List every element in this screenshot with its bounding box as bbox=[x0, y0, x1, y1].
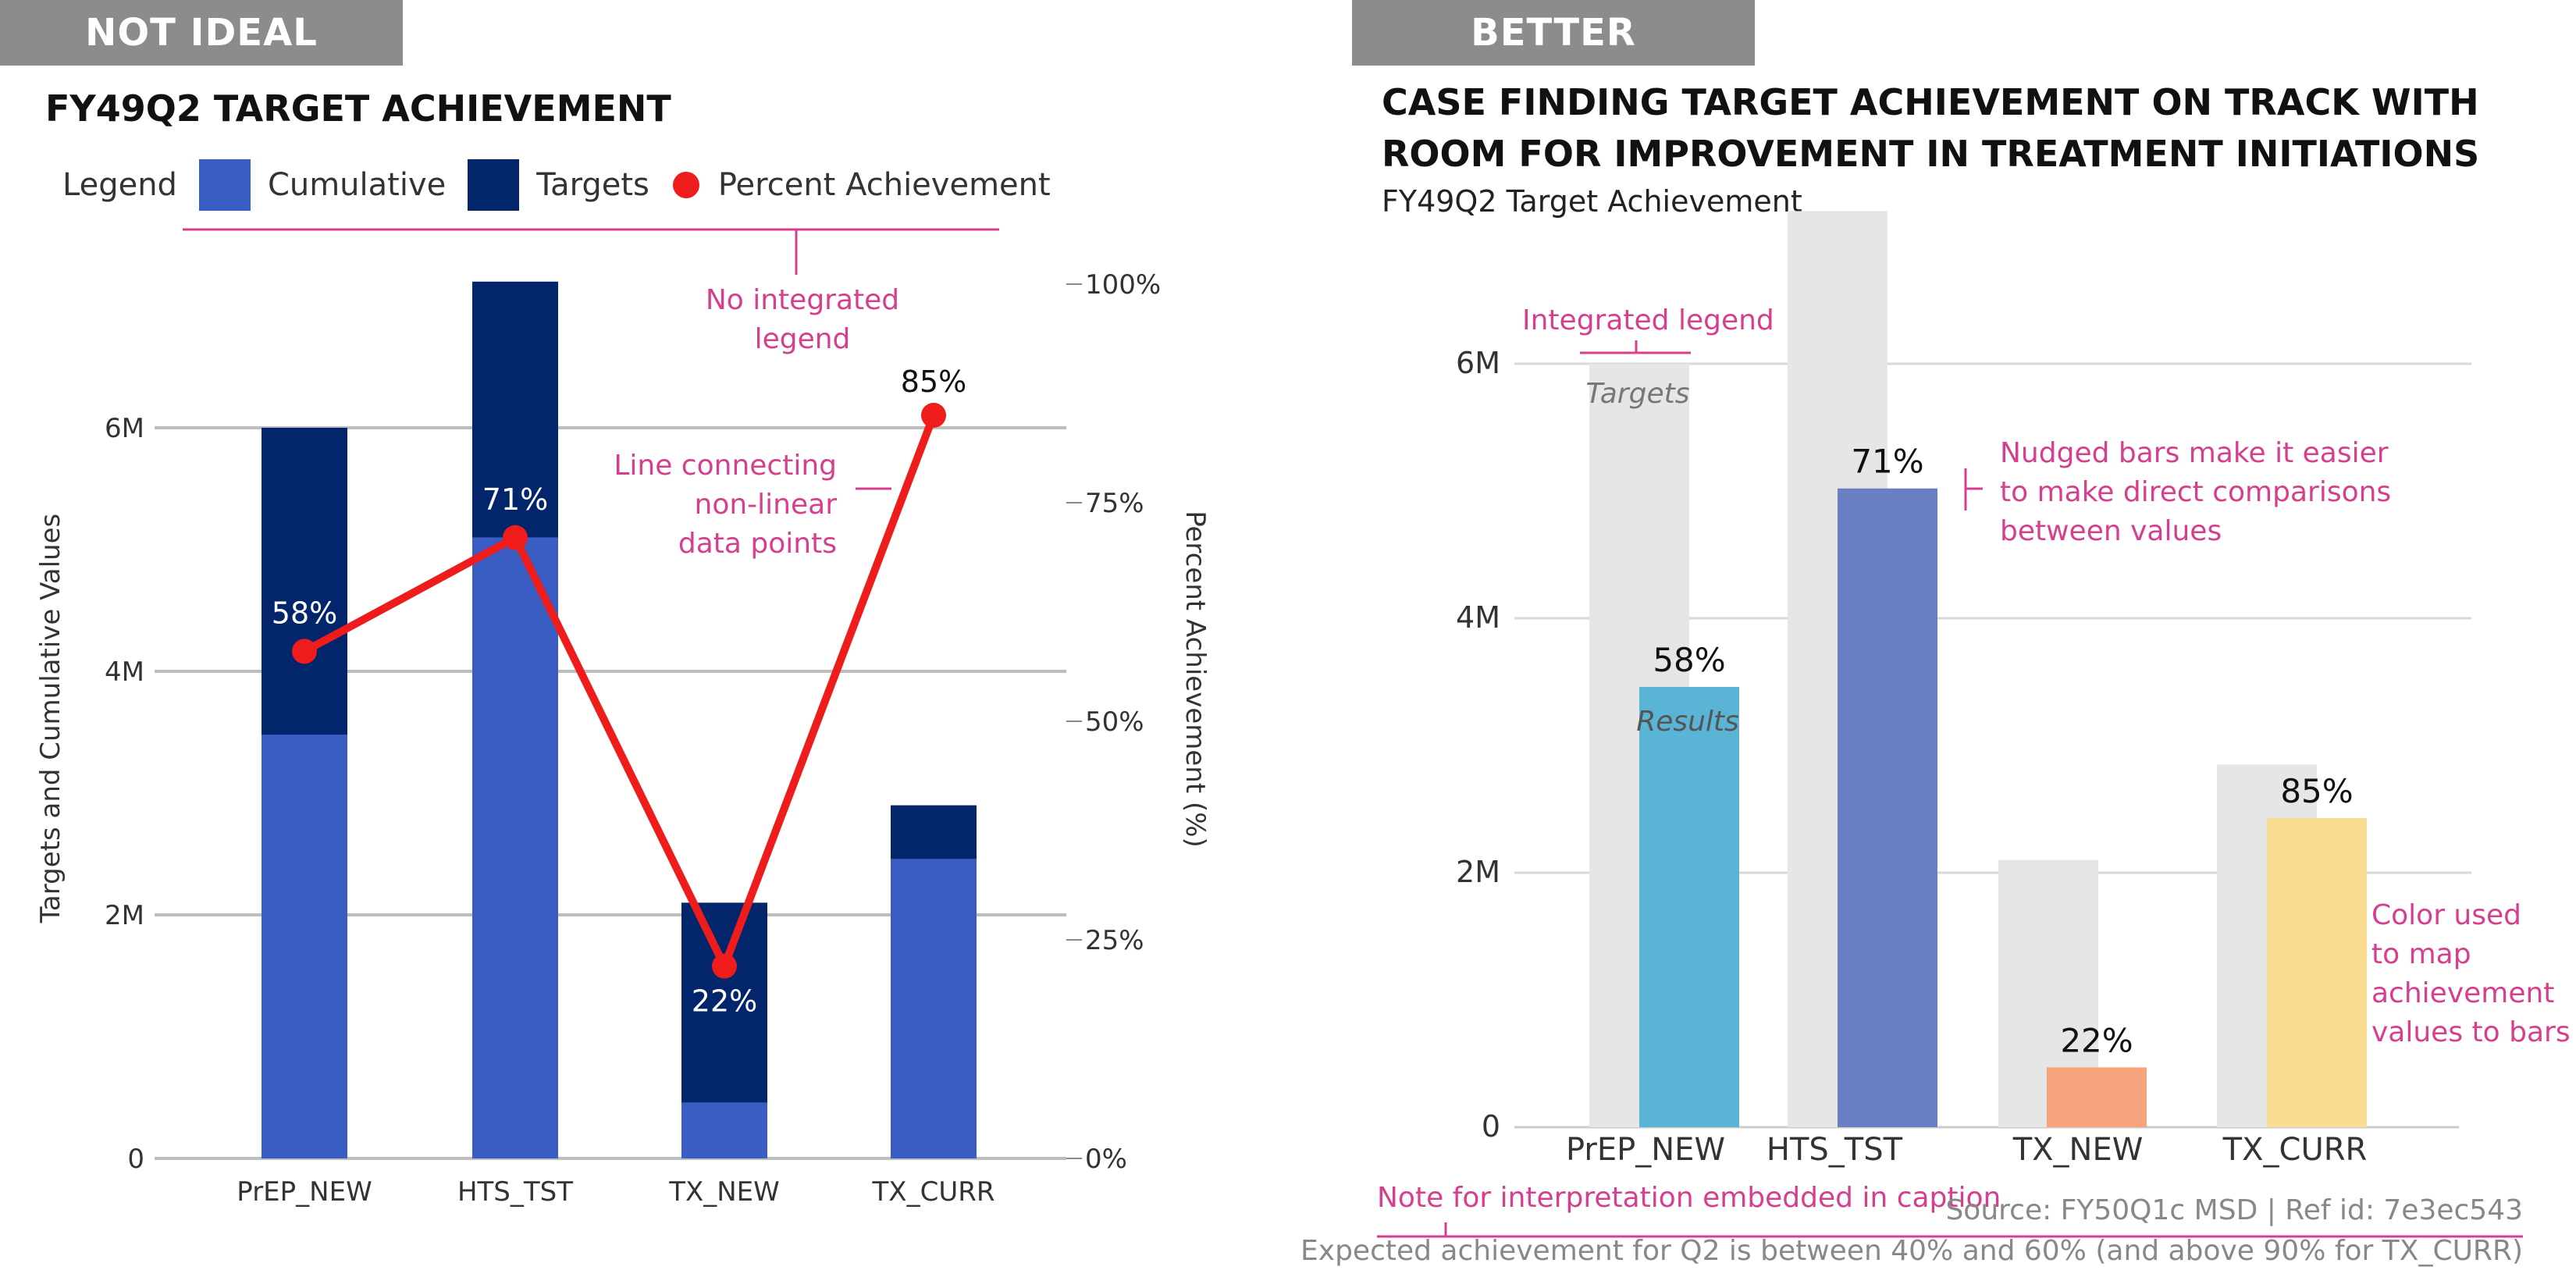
right-bars: 58% 71% 22% 85% bbox=[1589, 211, 2367, 1127]
percent-data-label: 22% bbox=[692, 984, 757, 1019]
nudge-annotation-text: Nudged bars make it easier to make direct… bbox=[2000, 437, 2391, 547]
left-ytick-label: 4M bbox=[105, 656, 144, 688]
percent-point bbox=[921, 403, 946, 428]
percent-data-label: 71% bbox=[482, 482, 548, 517]
achievement-data-label: 58% bbox=[1653, 641, 1725, 679]
left-y2tick-label: 50% bbox=[1085, 706, 1144, 738]
percent-point bbox=[292, 639, 317, 664]
percent-data-label: 85% bbox=[901, 365, 966, 399]
results-series-label: Results bbox=[1636, 706, 1739, 738]
source-text: Source: FY50Q1c MSD | Ref id: 7e3ec543 bbox=[1945, 1194, 2523, 1226]
left-y2tick-label: 25% bbox=[1085, 925, 1144, 956]
left-y2-axis-label: Percent Achievement (%) bbox=[1179, 511, 1211, 848]
right-chart-title-line2: ROOM FOR IMPROVEMENT IN TREATMENT INITIA… bbox=[1382, 133, 2480, 175]
right-xtick-label: HTS_TST bbox=[1767, 1132, 1903, 1168]
right-annotations: Integrated legend Targets Results Nudged… bbox=[1300, 304, 2571, 1267]
legend-label: Legend bbox=[62, 167, 177, 203]
left-percent-line: 58% 71% 22% 85% bbox=[272, 365, 966, 1019]
left-xtick-label: TX_CURR bbox=[872, 1176, 995, 1208]
result-bar bbox=[1838, 488, 1937, 1127]
better-tag: BETTER bbox=[1352, 0, 1755, 66]
targets-series-label: Targets bbox=[1586, 378, 1690, 410]
left-xtick-label: TX_NEW bbox=[668, 1176, 780, 1208]
legend-item-percent: Percent Achievement bbox=[717, 167, 1051, 203]
cumulative-bar bbox=[472, 537, 558, 1158]
right-ytick-label: 6M bbox=[1456, 346, 1500, 380]
caption-annotation-text: Note for interpretation embedded in capt… bbox=[1377, 1182, 2001, 1214]
line-annotation-text: Line connecting non-linear data points bbox=[614, 450, 837, 560]
legend-dot-percent bbox=[672, 172, 699, 198]
color-annotation-text: Color used to map achievement values to bar… bbox=[2371, 899, 2571, 1048]
legend-item-targets: Targets bbox=[536, 167, 649, 203]
right-axes: 0 2M 4M 6M PrEP_NEW HTS_TST TX_NEW TX_CU… bbox=[1456, 346, 2367, 1168]
left-ytick-label: 2M bbox=[105, 900, 144, 931]
left-xtick-label: HTS_TST bbox=[457, 1176, 573, 1208]
legend-item-cumulative: Cumulative bbox=[267, 167, 447, 203]
left-legend: Legend Cumulative Targets Percent Achiev… bbox=[62, 159, 1051, 211]
result-bar bbox=[2047, 1067, 2147, 1127]
left-y-axis-label: Targets and Cumulative Values bbox=[35, 514, 66, 923]
right-xtick-label: TX_NEW bbox=[2012, 1132, 2144, 1168]
left-y2tick-label: 75% bbox=[1085, 488, 1144, 519]
left-ytick-label: 6M bbox=[105, 413, 144, 444]
cumulative-bar bbox=[262, 735, 347, 1158]
percent-line bbox=[302, 414, 938, 970]
left-annotations: No integrated legend Line connecting non-l… bbox=[183, 228, 999, 560]
cumulative-bar bbox=[681, 1102, 767, 1158]
right-ytick-label: 0 bbox=[1482, 1109, 1500, 1144]
result-bar bbox=[2267, 817, 2367, 1127]
left-chart-title: FY49Q2 TARGET ACHIEVEMENT bbox=[45, 87, 671, 130]
integrated-legend-annotation: Integrated legend bbox=[1522, 304, 1774, 336]
left-ytick-label: 0 bbox=[127, 1144, 144, 1175]
left-xtick-label: PrEP_NEW bbox=[237, 1176, 372, 1208]
legend-annotation-text: No integrated legend bbox=[706, 284, 899, 355]
right-xtick-label: PrEP_NEW bbox=[1566, 1132, 1725, 1168]
percent-point bbox=[712, 953, 737, 979]
cumulative-bar bbox=[891, 859, 977, 1158]
right-xtick-label: TX_CURR bbox=[2222, 1132, 2368, 1168]
left-y2tick-label: 0% bbox=[1085, 1144, 1127, 1175]
left-y2tick-label: 100% bbox=[1085, 269, 1161, 301]
right-ytick-label: 2M bbox=[1456, 855, 1500, 889]
right-chart-title-line1: CASE FINDING TARGET ACHIEVEMENT ON TRACK… bbox=[1382, 81, 2479, 123]
result-bar bbox=[1639, 687, 1739, 1127]
legend-swatch-targets bbox=[468, 159, 520, 211]
percent-point bbox=[503, 525, 528, 550]
achievement-data-label: 71% bbox=[1851, 443, 1923, 481]
percent-data-label: 58% bbox=[272, 596, 337, 630]
not-ideal-tag: NOT IDEAL bbox=[0, 0, 403, 66]
right-ytick-label: 4M bbox=[1456, 600, 1500, 635]
left-axes: 0 2M 4M 6M 0% 25% 50% 75% 100% PrEP_NEW … bbox=[35, 269, 1211, 1208]
achievement-data-label: 22% bbox=[2060, 1021, 2133, 1059]
achievement-data-label: 85% bbox=[2280, 772, 2353, 810]
right-chart-subtitle: FY49Q2 Target Achievement bbox=[1382, 184, 1802, 219]
left-bars bbox=[262, 281, 977, 1158]
caption-text: Expected achievement for Q2 is between 4… bbox=[1300, 1235, 2523, 1267]
legend-swatch-cumulative bbox=[198, 159, 251, 211]
